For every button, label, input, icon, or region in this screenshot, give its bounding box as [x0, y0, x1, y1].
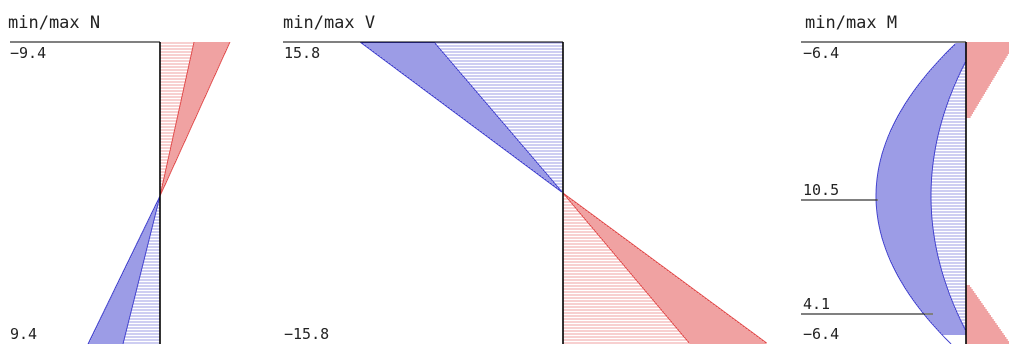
- panel-title-v: min/max V: [283, 13, 375, 33]
- panel-title-n: min/max N: [8, 13, 100, 33]
- value-label-top: −6.4: [803, 44, 839, 62]
- min-hatch-dense: [876, 43, 966, 335]
- max-outline-outer: [159, 42, 231, 197]
- min-hatch-light: [931, 61, 966, 330]
- max-hatch-light: [563, 195, 690, 344]
- value-label-bottom: 9.4: [10, 325, 37, 343]
- min-outline-inner: [433, 42, 563, 193]
- min-outline-outer: [87, 195, 161, 344]
- value-label-mid: 10.5: [803, 181, 839, 199]
- min-outline-outer: [875, 43, 956, 344]
- value-label-top: 15.8: [284, 44, 320, 62]
- max-outline-outer: [562, 192, 767, 344]
- panel-bending-moment: min/max M −6.4 10.5 4.1 −6.4: [801, 13, 1009, 344]
- panel-title-m: min/max M: [805, 13, 897, 33]
- min-hatch-dense: [88, 197, 160, 344]
- shear-force-diagram: [359, 42, 767, 344]
- min-outline-inner: [122, 195, 161, 344]
- bending-moment-diagram: [875, 42, 1009, 344]
- min-outline-outer: [359, 42, 562, 193]
- panel-shear-force: min/max V 15.8 −15.8: [283, 13, 767, 344]
- max-hatch-bottom: [966, 285, 1009, 344]
- min-hatch-light: [434, 42, 563, 191]
- min-hatch-light: [123, 198, 160, 344]
- value-label-bottom: −6.4: [803, 325, 839, 343]
- value-label-low: 4.1: [803, 295, 830, 313]
- value-label-bottom: −15.8: [284, 325, 329, 343]
- normal-force-diagram: [87, 42, 231, 344]
- min-hatch-dense: [361, 42, 562, 192]
- max-outline-inner: [159, 42, 195, 197]
- max-outline-inner: [562, 192, 690, 344]
- min-outline-inner: [930, 61, 966, 331]
- panel-normal-force: min/max N −9.4 9.4: [8, 13, 231, 344]
- max-hatch-light: [160, 42, 194, 194]
- max-hatch-top: [966, 42, 1009, 118]
- value-label-top: −9.4: [10, 44, 46, 62]
- max-hatch-dense: [564, 194, 767, 344]
